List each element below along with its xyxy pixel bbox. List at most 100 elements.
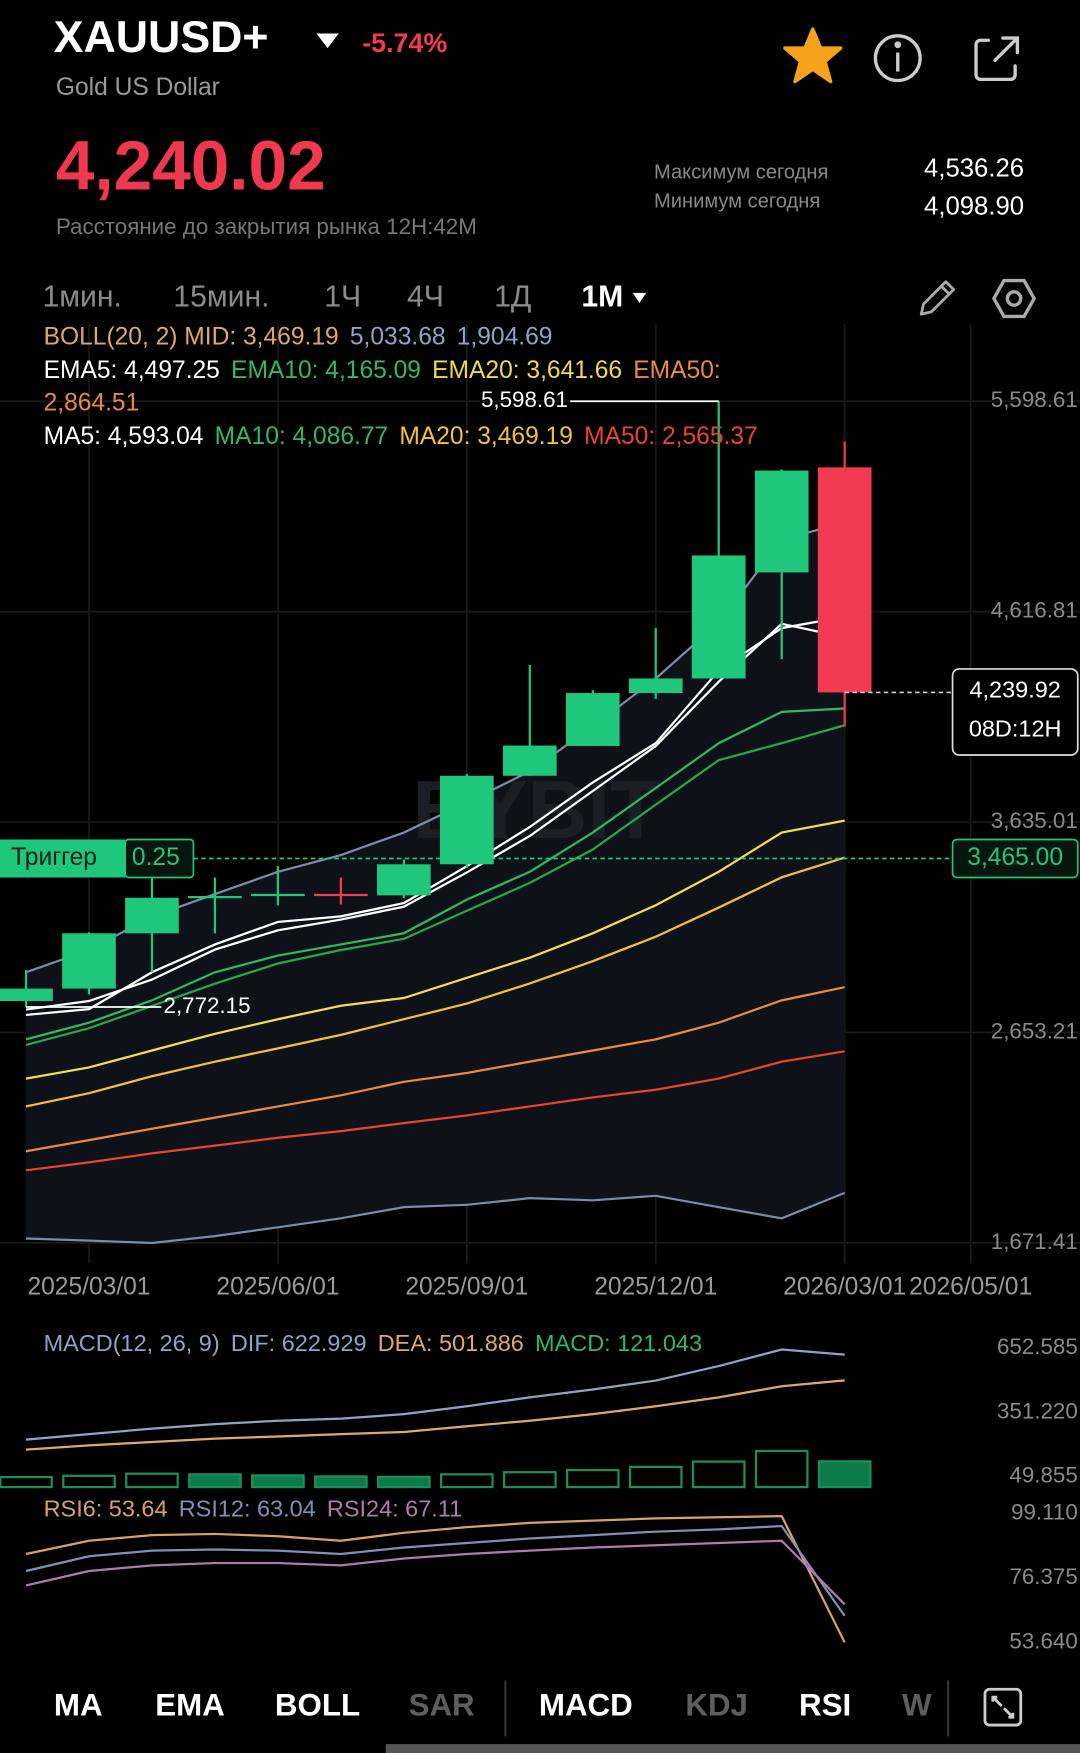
candle-body — [628, 678, 683, 694]
macd-histogram-bar — [502, 1471, 557, 1489]
indicator-line — [25, 856, 846, 1108]
macd-histogram-bar — [314, 1475, 368, 1489]
indicator-legend: EMA5: 4,497.25 EMA10: 4,165.09 EMA20: 3,64… — [44, 357, 721, 384]
last-price-label: 4,239.92 — [969, 677, 1060, 703]
macd-histogram-bar — [691, 1460, 746, 1489]
candle-countdown: 08D:12H — [969, 716, 1062, 742]
indicator-line — [25, 819, 845, 1080]
timeframe-dropdown[interactable] — [632, 292, 647, 303]
indicator-tab[interactable]: RSI — [799, 1687, 851, 1722]
legend-item: EMA5: 4,497.25 — [44, 357, 220, 384]
macd-histogram-bar — [188, 1473, 242, 1489]
candle-body — [125, 897, 179, 934]
legend-item: DEA: 501.886 — [378, 1330, 524, 1356]
timeframe[interactable]: 1M — [581, 280, 623, 313]
rsi-tick-label: 53.640 — [1009, 1628, 1077, 1653]
candle-body — [314, 893, 368, 897]
legend-item: DIF: 622.929 — [231, 1330, 367, 1356]
legend-item: 1,904.69 — [457, 323, 553, 350]
macd-line — [25, 1348, 845, 1441]
candle-body — [565, 693, 620, 746]
indicator-legend: MA5: 4,593.04 MA10: 4,086.77 MA20: 3,469.1… — [44, 423, 758, 450]
favorite-star[interactable] — [783, 27, 843, 84]
legend-item: BOLL(20, 2) MID: 3,469.19 — [44, 323, 339, 350]
macd-histogram-bar — [628, 1465, 683, 1489]
trigger-price-tag — [951, 838, 1079, 879]
candle-body — [439, 775, 494, 865]
draw-tool-icon[interactable] — [919, 280, 956, 316]
candle-body — [62, 933, 116, 989]
indicator-legend: RSI6: 53.64 RSI12: 63.04 RSI24: 67.11 — [44, 1496, 463, 1522]
legend-item: MACD(12, 26, 9) — [44, 1330, 220, 1356]
indicator-tab[interactable]: W — [902, 1687, 932, 1722]
timeframe[interactable]: 4Ч — [407, 280, 444, 313]
indicator-tab[interactable]: MA — [54, 1687, 103, 1722]
trigger-label: Триггер — [11, 844, 97, 871]
rsi-tick-label: 76.375 — [1009, 1564, 1077, 1589]
low-marker-label: 2,772.15 — [164, 993, 251, 1018]
candle-body — [754, 470, 809, 573]
instrument-name: Gold US Dollar — [56, 74, 220, 101]
timeframe[interactable]: 15мин. — [173, 280, 269, 313]
indicator-tab[interactable]: BOLL — [275, 1687, 360, 1722]
y-tick-label: 2,653.21 — [991, 1018, 1078, 1043]
timeframe[interactable]: 1Д — [494, 280, 531, 313]
macd-tick-label: 351.220 — [997, 1398, 1078, 1423]
indicator-tab[interactable]: EMA — [155, 1687, 225, 1722]
trigger-amount: 0.25 — [132, 844, 180, 871]
x-tick-label: 2025/09/01 — [405, 1273, 528, 1300]
macd-histogram-bar — [377, 1475, 431, 1489]
legend-item: MA10: 4,086.77 — [215, 423, 389, 450]
trigger-amount-bg[interactable] — [124, 838, 195, 879]
candle-body — [691, 555, 746, 679]
timeframe[interactable]: 1Ч — [324, 280, 361, 313]
rsi-tick-label: 99.110 — [1011, 1500, 1078, 1525]
macd-tick-label: 652.585 — [997, 1334, 1078, 1359]
symbol[interactable]: XAUUSD+ — [54, 13, 269, 62]
legend-item: RSI6: 53.64 — [44, 1496, 168, 1522]
indicator-tab[interactable]: MACD — [539, 1687, 633, 1722]
x-tick-label: 2025/03/01 — [27, 1273, 150, 1300]
macd-histogram-bar — [251, 1474, 305, 1489]
candle-body — [377, 864, 431, 896]
indicator-tab[interactable]: SAR — [409, 1687, 475, 1722]
info-icon[interactable] — [873, 34, 922, 83]
price-plot: BYBIT — [0, 401, 872, 1245]
boll-band-fill — [26, 522, 845, 1243]
fullscreen-icon[interactable] — [983, 1687, 1023, 1727]
indicator-legend: MACD(12, 26, 9) DIF: 622.929 DEA: 501.886 M… — [44, 1330, 702, 1356]
candle-body — [251, 893, 305, 897]
macd-tick-label: 49.855 — [1009, 1462, 1077, 1487]
indicator-line — [25, 1050, 845, 1172]
x-tick-label: 2026/05/01 — [909, 1273, 1032, 1300]
y-tick-label: 3,635.01 — [991, 808, 1078, 833]
legend-item: EMA10: 4,165.09 — [231, 357, 421, 384]
indicator-line — [25, 615, 845, 1017]
legend-item: MACD: 121.043 — [535, 1330, 702, 1356]
x-tick-label: 2026/03/01 — [783, 1273, 906, 1300]
macd-histogram-bar — [0, 1475, 53, 1489]
macd-histogram-bar — [62, 1474, 116, 1489]
x-tick-label: 2025/12/01 — [594, 1273, 717, 1300]
macd-histogram-bar — [439, 1473, 494, 1489]
symbol-dropdown[interactable] — [316, 33, 339, 49]
indicator-line — [25, 986, 845, 1153]
y-tick-label: 5,598.61 — [991, 387, 1078, 412]
indicator-line — [25, 707, 845, 1041]
rsi-line — [25, 1515, 846, 1643]
macd-histogram-bar — [754, 1449, 809, 1489]
scrollbar — [385, 1744, 1080, 1753]
indicator-tab[interactable]: KDJ — [685, 1687, 748, 1722]
indicator-legend: 2,864.51 — [44, 389, 140, 416]
settings-icon[interactable] — [991, 278, 1037, 319]
x-tick-label: 2025/06/01 — [216, 1273, 339, 1300]
macd-line — [25, 1379, 845, 1451]
legend-item: 5,033.68 — [350, 323, 446, 350]
trigger-label-bg[interactable] — [0, 839, 126, 878]
change: -5.74% — [362, 28, 447, 58]
share-icon[interactable] — [974, 36, 1020, 82]
rsi-line — [25, 1524, 846, 1617]
timeframe[interactable]: 1мин. — [42, 280, 121, 313]
high-marker-label: 5,598.61 — [481, 387, 568, 412]
